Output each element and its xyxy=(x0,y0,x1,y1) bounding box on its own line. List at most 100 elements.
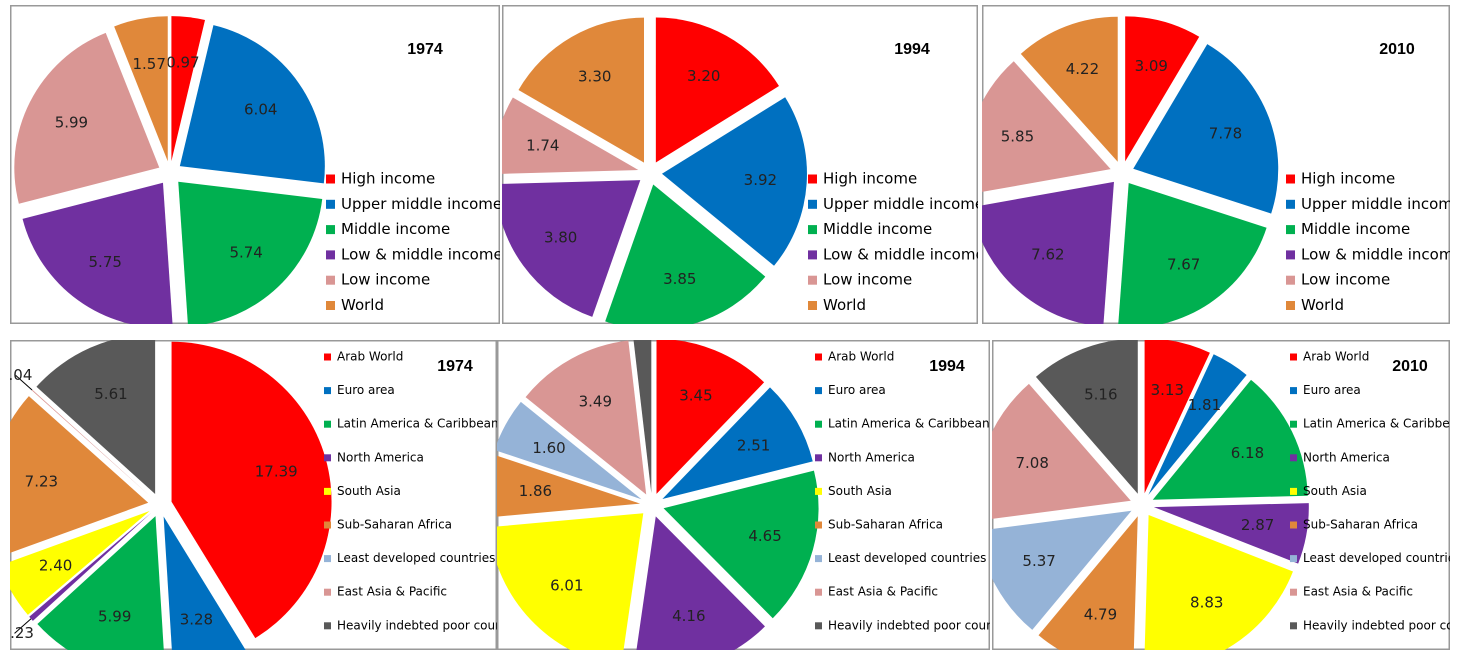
data-label: 17.39 xyxy=(255,463,298,481)
legend-label: Sub-Saharan Africa xyxy=(828,518,943,532)
legend-label: Least developed countries xyxy=(337,551,495,565)
data-label: 4.22 xyxy=(1066,60,1099,78)
pie-slice xyxy=(1020,16,1118,162)
pie-slice xyxy=(179,25,325,184)
pie-slice xyxy=(502,180,641,317)
legend-swatch xyxy=(808,250,817,260)
pie-chart: 3.09 7.78 7.67 7.62 5.85 4.22 2010 High income U… xyxy=(982,5,1460,324)
pie-slice xyxy=(1125,16,1200,162)
chart-title: 2010 xyxy=(1392,358,1428,375)
data-label: 6.18 xyxy=(1231,444,1264,462)
chart-title: 2010 xyxy=(1379,41,1415,58)
data-label: 1.74 xyxy=(526,136,559,154)
pie-chart: 3.452.514.654.166.011.861.603.49-0.52199… xyxy=(497,340,1020,650)
legend-label: Sub-Saharan Africa xyxy=(1303,518,1418,532)
legend-label: Arab World xyxy=(828,350,894,364)
pie-slice xyxy=(633,340,652,494)
legend-label: World xyxy=(1301,296,1344,314)
legend-swatch xyxy=(326,250,335,260)
legend-swatch xyxy=(808,199,817,209)
data-label: 3.45 xyxy=(679,387,712,405)
data-label: 3.28 xyxy=(180,611,213,629)
legend-label: High income xyxy=(823,170,917,188)
data-label: -0.23 xyxy=(0,624,34,642)
legend-swatch xyxy=(324,521,331,529)
pie-slice xyxy=(22,182,173,324)
legend-swatch xyxy=(1290,622,1297,630)
data-label: 5.61 xyxy=(94,385,127,403)
legend-swatch xyxy=(808,174,817,184)
legend-swatch xyxy=(1286,174,1295,184)
pie-slice xyxy=(29,512,152,621)
data-label: 3.85 xyxy=(663,270,696,288)
legend-swatch xyxy=(815,454,822,462)
data-label: 3.80 xyxy=(544,229,577,247)
legend-swatch xyxy=(326,199,335,209)
legend-label: Latin America & Caribbean xyxy=(828,417,990,431)
pie-slice xyxy=(605,184,766,324)
data-label: 1.81 xyxy=(1188,396,1221,414)
legend-label: Middle income xyxy=(1301,220,1410,238)
legend-label: North America xyxy=(1303,450,1390,464)
pie-slice xyxy=(171,341,332,639)
pie-slice xyxy=(497,513,644,650)
pie-slice xyxy=(1038,516,1138,650)
legend-swatch xyxy=(808,275,817,285)
legend-label: Upper middle income xyxy=(341,195,502,213)
pie-slice xyxy=(518,17,645,163)
legend-swatch xyxy=(815,555,822,563)
pie-slice xyxy=(178,181,323,324)
pie-chart: 0.97 6.04 5.74 5.75 5.99 1.57 1974 High income U… xyxy=(10,5,503,324)
legend-label: East Asia & Pacific xyxy=(1303,585,1413,599)
pie-slice xyxy=(636,516,765,650)
pie-slice xyxy=(656,340,765,494)
legend-label: Arab World xyxy=(1303,350,1369,364)
legend-swatch xyxy=(324,622,331,630)
pie-slice xyxy=(662,387,813,499)
chart-title: 1994 xyxy=(894,41,930,58)
legend-label: Euro area xyxy=(828,383,886,397)
legend-label: Low & middle income xyxy=(341,245,503,263)
pie-chart: 17.39 3.28 5.99 -0.23 2.40 7.23 0.04 5.61 1974 Ar… xyxy=(0,340,499,650)
legend-label: Latin America & Caribbean xyxy=(337,417,499,431)
legend-label: World xyxy=(341,296,384,314)
legend-label: Euro area xyxy=(1303,383,1361,397)
data-label: 7.78 xyxy=(1209,125,1242,143)
legend-label: Low income xyxy=(823,271,912,289)
legend-label: East Asia & Pacific xyxy=(828,585,938,599)
legend-label: South Asia xyxy=(337,484,401,498)
pie-slice xyxy=(171,16,206,162)
legend-swatch xyxy=(326,225,335,235)
legend-swatch xyxy=(324,487,331,495)
leader-line xyxy=(15,374,33,391)
data-label: 7.08 xyxy=(1016,454,1049,472)
legend-label: Heavily indebted poor countries xyxy=(828,618,1020,632)
legend-label: World xyxy=(823,296,866,314)
pie-chart: 3.20 3.92 3.85 3.80 1.74 3.30 1994 High income U… xyxy=(502,5,978,324)
legend-label: South Asia xyxy=(828,484,892,498)
chart-title: 1974 xyxy=(407,41,443,58)
legend-swatch xyxy=(808,301,817,310)
legend-label: Middle income xyxy=(823,220,932,238)
data-label: 7.67 xyxy=(1167,255,1200,273)
pie-slice xyxy=(655,17,780,163)
pie-slice xyxy=(525,340,647,495)
pie-slice xyxy=(1153,503,1309,564)
data-label: 7.23 xyxy=(25,473,58,491)
data-label: 5.74 xyxy=(229,244,262,262)
legend-swatch xyxy=(815,521,822,529)
data-label: 3.30 xyxy=(578,68,611,86)
legend-swatch xyxy=(1286,199,1295,209)
data-label: 4.65 xyxy=(748,527,781,545)
legend-swatch xyxy=(815,622,822,630)
data-label: 6.01 xyxy=(550,576,583,594)
pie-slice xyxy=(1148,354,1247,495)
data-label: 5.99 xyxy=(55,113,88,131)
pie-slice xyxy=(163,516,246,650)
pie-slice xyxy=(1152,379,1308,500)
legend-swatch xyxy=(815,353,822,361)
data-label: 7.62 xyxy=(1031,246,1064,264)
legend-label: Upper middle income xyxy=(1301,195,1460,213)
data-label: 8.83 xyxy=(1190,593,1223,611)
